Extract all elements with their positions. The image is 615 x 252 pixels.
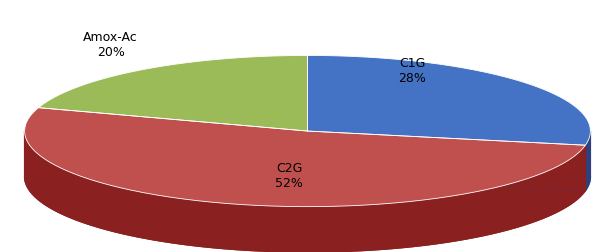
Polygon shape xyxy=(308,176,590,191)
Polygon shape xyxy=(25,131,585,252)
Polygon shape xyxy=(308,55,590,145)
Polygon shape xyxy=(39,55,308,131)
Polygon shape xyxy=(585,131,590,191)
Text: C2G
52%: C2G 52% xyxy=(275,162,303,191)
Text: C1G
28%: C1G 28% xyxy=(398,56,426,85)
Text: Amox-Ac
20%: Amox-Ac 20% xyxy=(83,31,138,59)
Polygon shape xyxy=(308,131,585,191)
Polygon shape xyxy=(25,176,585,252)
Polygon shape xyxy=(308,131,585,191)
Polygon shape xyxy=(25,108,585,207)
